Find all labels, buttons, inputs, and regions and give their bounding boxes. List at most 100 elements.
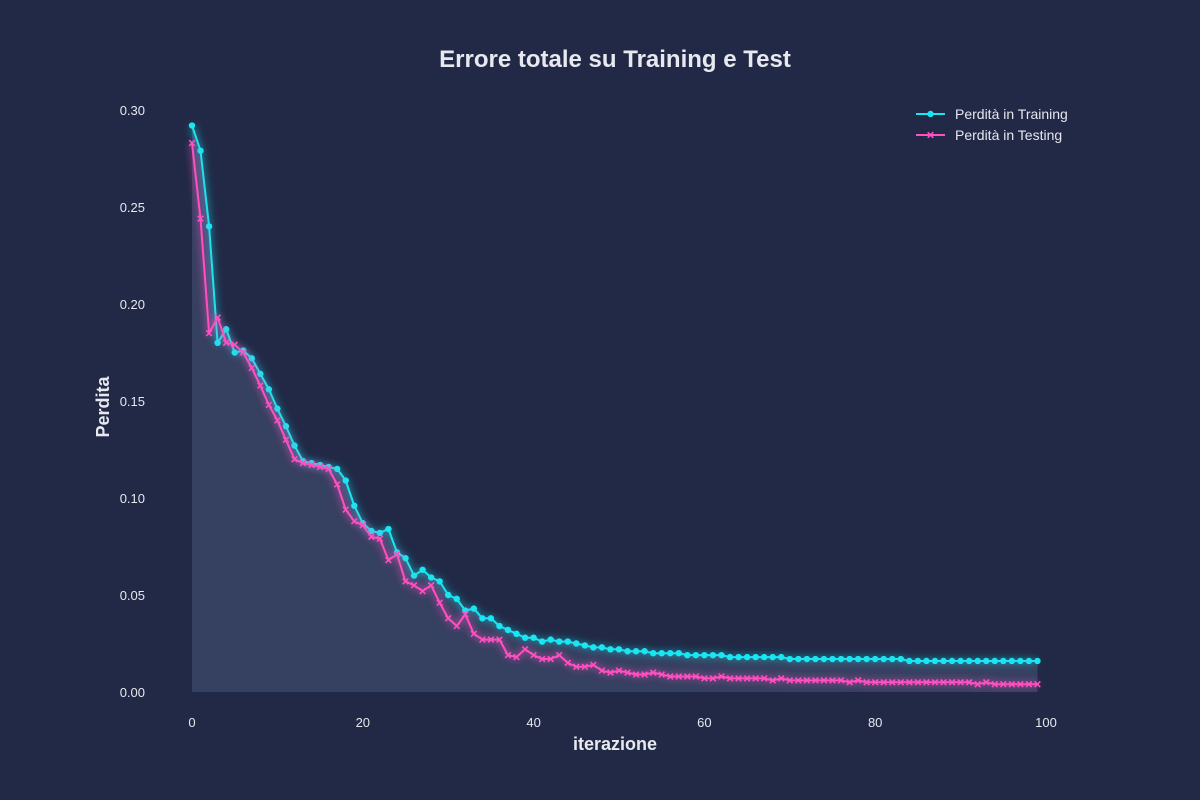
data-point [871,678,879,686]
data-point [974,657,981,665]
data-point [726,675,734,682]
data-point [478,636,486,643]
data-point [188,139,196,147]
data-point [1008,680,1016,688]
data-point [743,675,751,682]
data-point [820,676,828,684]
data-point [743,653,751,661]
data-point [991,680,999,688]
data-point [351,502,358,509]
data-point [470,605,478,612]
data-point [402,554,409,562]
data-point [555,651,563,659]
data-point [265,386,273,393]
data-point [197,215,204,223]
data-point [291,455,298,463]
data-point [641,648,648,655]
plot-area [188,122,1041,692]
data-point [880,655,887,663]
data-point [556,638,563,645]
data-point [496,636,503,643]
data-point [402,578,409,585]
data-point [615,646,623,653]
data-point [248,364,256,372]
data-point [538,655,546,663]
data-point [914,657,922,665]
data-point [487,615,495,622]
data-point [419,587,426,595]
data-point [701,675,708,682]
data-point [931,678,939,686]
data-point [829,655,836,663]
data-point [709,651,717,659]
data-point [444,614,452,622]
data-point [649,650,657,657]
data-point [863,655,870,663]
data-point [547,655,555,663]
data-point [487,636,495,643]
x-tick-label: 20 [356,715,370,730]
data-point [786,676,794,684]
data-point [538,638,546,645]
data-point [521,645,529,653]
data-point [205,329,213,337]
data-point [863,678,871,686]
y-tick-label: 0.25 [120,200,145,215]
legend-item-0: Perdità in Training [916,106,1068,122]
data-point [1017,680,1024,688]
data-point [521,634,529,641]
data-point [906,657,913,665]
data-point [666,673,674,680]
data-point [461,611,469,618]
data-point [854,676,862,684]
data-point [752,653,759,661]
data-point [880,678,888,686]
data-point [846,655,853,663]
data-point [1008,657,1016,665]
data-point [513,653,520,661]
data-point [684,651,691,659]
data-point [957,678,964,686]
data-point [231,341,239,349]
data-point [786,655,793,663]
data-point [530,634,537,641]
x-tick-label: 60 [697,715,711,730]
data-point [333,465,341,473]
x-tick-label: 100 [1035,715,1057,730]
data-point [282,436,290,444]
y-tick-label: 0.20 [120,297,145,312]
data-point [496,622,503,630]
legend-marker [927,110,934,118]
y-tick-label: 0.30 [120,103,145,118]
data-point [385,525,392,533]
data-point [923,657,930,665]
data-point [607,669,614,676]
data-point [436,599,444,607]
data-point [683,673,691,680]
data-point [359,521,367,529]
data-point [760,675,768,682]
data-point [803,676,811,684]
data-point [214,339,221,346]
data-point [598,667,606,675]
data-point [974,680,982,688]
data-point [590,661,597,669]
data-point [325,465,333,473]
data-point [436,578,443,585]
data-point [350,517,358,525]
data-point [453,595,460,603]
data-point [709,675,717,682]
data-point [581,663,589,671]
series-markers-1 [188,139,1041,688]
data-point [846,678,853,686]
data-point [274,417,281,424]
series-area-0 [192,125,1038,692]
x-axis: 0 20 40 60 80 100 [188,715,1056,730]
data-point [564,659,572,667]
data-point [427,574,435,581]
data-point [607,646,614,653]
data-point [649,669,657,676]
data-point [701,651,708,659]
data-point [419,566,426,573]
legend-label: Perdità in Testing [955,127,1062,143]
